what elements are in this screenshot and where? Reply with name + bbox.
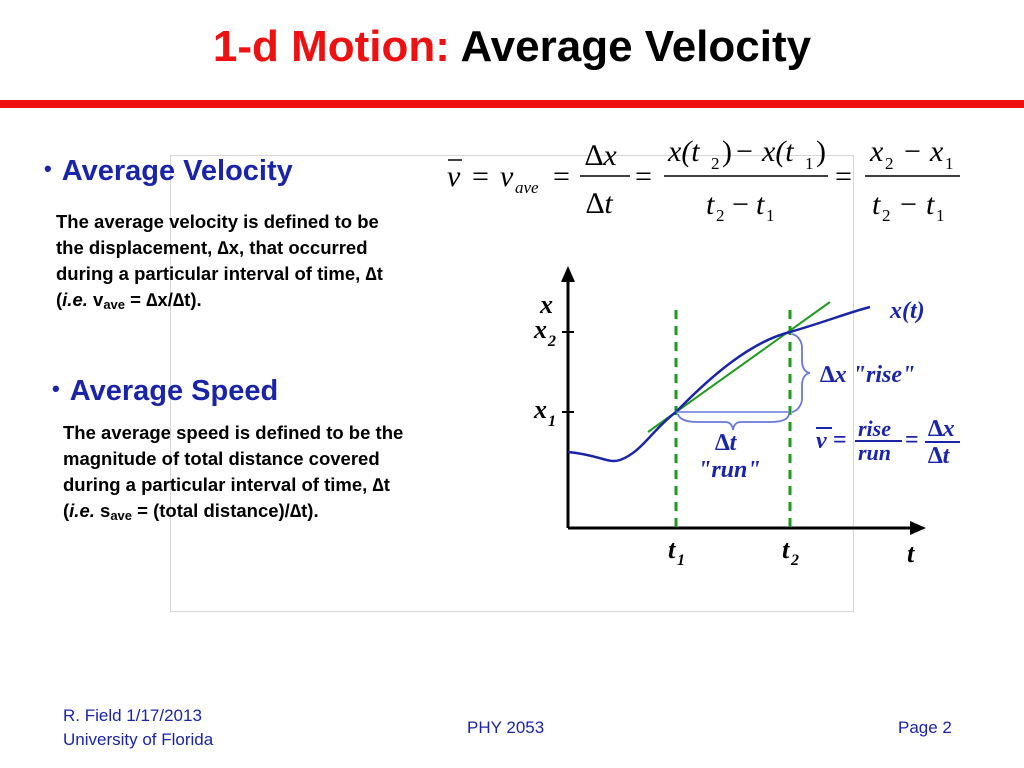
formula-equals: = xyxy=(833,427,847,453)
x-axis-label: t xyxy=(907,539,915,568)
denominator-t2: t xyxy=(706,188,715,221)
footer-author-line: R. Field 1/17/2013 xyxy=(63,706,202,725)
bullet-dot: • xyxy=(52,376,60,401)
equals-sign: = xyxy=(635,160,652,193)
velocity-definition: The average velocity is defined to be th… xyxy=(56,209,383,318)
text-fragment: s xyxy=(94,500,111,521)
subscript-1: 1 xyxy=(945,154,954,173)
label-x2: x xyxy=(533,315,547,344)
minus-sign: − xyxy=(732,188,749,221)
subscript-1: 1 xyxy=(936,206,945,225)
text-line: the displacement, ∆x, that occurred xyxy=(56,237,368,258)
text-line: (i.e. save = (total distance)/∆t). xyxy=(63,498,403,529)
curve-label: x(t) xyxy=(889,298,925,324)
subscript-2: 2 xyxy=(711,154,720,173)
formula-dt: ∆t xyxy=(928,443,951,469)
text-fragment: i.e. xyxy=(62,289,88,310)
section-heading: Average Speed xyxy=(69,375,279,407)
equals-sign: = xyxy=(472,160,489,193)
numerator-x2: x xyxy=(869,135,884,168)
numerator-x-t2: x(t xyxy=(667,135,700,168)
text-line: The average speed is defined to be the xyxy=(63,422,404,443)
subscript-2: 2 xyxy=(885,154,894,173)
run-brace xyxy=(677,413,790,431)
bullet-average-speed: • Average Speed xyxy=(52,375,278,408)
numerator-dx: ∆x xyxy=(585,139,617,172)
denominator-t2: t xyxy=(872,188,881,221)
text-fragment: = (total distance)/∆t). xyxy=(132,500,319,521)
label-t2: t xyxy=(782,535,790,564)
bullet-dot: • xyxy=(44,156,52,181)
content-frame xyxy=(170,155,854,612)
text-subscript: ave xyxy=(110,508,133,523)
minus-sign: − xyxy=(900,188,917,221)
text-subscript: ave xyxy=(103,297,126,312)
y-axis-label: x xyxy=(539,290,553,319)
subscript-1: 1 xyxy=(805,154,814,173)
close-paren: ) xyxy=(722,135,732,168)
v-symbol: v xyxy=(500,160,514,193)
slide-title: 1-d Motion: Average Velocity xyxy=(0,22,1024,72)
text-line: The average velocity is defined to be xyxy=(56,211,379,232)
text-line: (i.e. vave = ∆x/∆t). xyxy=(56,287,383,318)
numerator-x-t1: x(t xyxy=(761,135,794,168)
rise-label: ∆x "rise" xyxy=(820,362,915,388)
label-x1-sub: 1 xyxy=(548,413,556,430)
footer-author: R. Field 1/17/2013 University of Florida xyxy=(63,704,213,752)
subscript-2: 2 xyxy=(716,206,725,225)
minus-sign: − xyxy=(904,135,921,168)
formula-run: run xyxy=(858,440,891,465)
position-time-diagram: x x 2 x 1 t 1 t 2 t x(t) ∆x "rise" ∆t "r… xyxy=(533,266,960,569)
rise-brace xyxy=(791,333,811,413)
formula-rise: rise xyxy=(858,416,891,441)
subscript-1: 1 xyxy=(766,206,775,225)
run-label: "run" xyxy=(698,457,761,483)
footer-university: University of Florida xyxy=(63,730,214,749)
formula-dx: ∆x xyxy=(928,416,955,442)
vbar-symbol: v xyxy=(447,160,461,193)
y-axis-arrow xyxy=(561,266,575,282)
label-x2-sub: 2 xyxy=(547,333,556,350)
section-heading: Average Velocity xyxy=(61,155,293,187)
footer-course: PHY 2053 xyxy=(467,718,545,737)
speed-definition: The average speed is defined to be the m… xyxy=(63,420,403,529)
denominator-dt: ∆t xyxy=(586,187,613,220)
average-velocity-equation: v = v ave = ∆x ∆t = x(t 2 ) − x(t 1 ) t … xyxy=(447,135,960,225)
title-divider xyxy=(0,100,1024,108)
denominator-t1: t xyxy=(756,188,765,221)
run-delta-t: ∆t xyxy=(715,430,738,456)
bullet-average-velocity: • Average Velocity xyxy=(44,155,293,188)
close-paren: ) xyxy=(816,135,826,168)
formula-equals: = xyxy=(905,427,919,453)
text-fragment: v xyxy=(87,289,104,310)
text-fragment: = ∆x/∆t). xyxy=(125,289,202,310)
text-line: magnitude of total distance covered xyxy=(63,448,380,469)
title-topic: 1-d Motion: xyxy=(212,22,450,71)
text-fragment: ( xyxy=(63,500,70,521)
text-line: during a particular interval of time, ∆t xyxy=(56,263,383,284)
label-x1: x xyxy=(533,395,547,424)
equals-sign: = xyxy=(835,160,852,193)
text-line: during a particular interval of time, ∆t xyxy=(63,474,390,495)
position-curve xyxy=(567,305,871,463)
text-fragment: ( xyxy=(56,289,63,310)
subscript-2: 2 xyxy=(882,206,891,225)
formula-vbar: v xyxy=(816,428,827,454)
numerator-x1: x xyxy=(929,135,944,168)
label-t1-sub: 1 xyxy=(677,552,685,569)
label-t2-sub: 2 xyxy=(790,552,799,569)
subscript-ave: ave xyxy=(515,178,539,197)
equals-sign: = xyxy=(553,160,570,193)
text-fragment: i.e. xyxy=(69,500,95,521)
minus-sign: − xyxy=(736,135,753,168)
x-axis-arrow xyxy=(910,521,926,535)
footer-page-number: Page 2 xyxy=(898,718,952,737)
label-t1: t xyxy=(668,535,676,564)
slope-formula: v = rise run = ∆x ∆t xyxy=(816,416,960,469)
title-subject: Average Velocity xyxy=(460,22,812,71)
denominator-t1: t xyxy=(926,188,935,221)
